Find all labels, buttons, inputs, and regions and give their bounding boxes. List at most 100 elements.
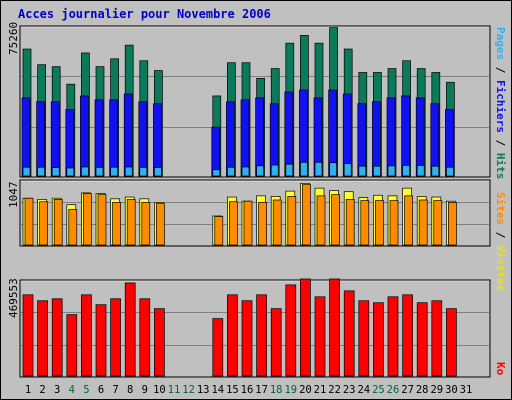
pages-bar-day-16	[241, 166, 250, 177]
fichiers-bar-day-16	[240, 99, 250, 177]
day-label-17: 17	[255, 384, 268, 396]
day-label-2: 2	[39, 384, 45, 396]
sites-bar-day-8	[126, 199, 136, 246]
day-label-5: 5	[83, 384, 89, 396]
pages-bar-day-14	[212, 169, 221, 177]
ko-bar-day-3	[51, 298, 63, 377]
ko-bar-day-25	[373, 302, 384, 377]
ko-bar-day-27	[402, 294, 413, 377]
legend-hits: Hits	[494, 153, 507, 180]
hits-files-pages-panel-border	[19, 25, 491, 178]
day-axis-labels: 1 2 3 4 5 6 7 8 9 10 11 12 13 14 15 16 17 18 19 20 21 22 23 24 2…	[25, 384, 472, 396]
sites-bar-day-19	[287, 196, 297, 246]
ko-bar-day-20	[300, 278, 311, 377]
pages-bar-day-6	[95, 167, 104, 177]
ko-bar-day-24	[358, 300, 370, 377]
pages-bar-day-17	[256, 165, 264, 177]
ko-bar-day-8	[124, 282, 136, 377]
ko-bar-day-23	[343, 290, 355, 377]
day-label-24: 24	[357, 384, 370, 396]
sites-bar-day-26	[389, 200, 399, 246]
fichiers-bar-day-8	[123, 93, 133, 177]
ko-bar-day-5	[81, 294, 92, 377]
ko-bar-day-9	[139, 298, 151, 377]
pages-bar-day-7	[110, 166, 118, 177]
sites-bar-day-4	[68, 209, 78, 246]
legend-sites: Sites	[494, 192, 507, 225]
sites-bar-day-22	[331, 194, 340, 246]
legend-pages: Pages	[494, 27, 507, 60]
legend-visits: Visites	[494, 245, 507, 291]
sites-visits-panel-border	[19, 179, 491, 247]
hits-panel-ymax: 75260	[7, 22, 20, 55]
ko-bar-day-15	[227, 294, 238, 377]
pages-bar-day-15	[227, 166, 235, 177]
pages-bar-day-26	[387, 165, 396, 177]
day-label-13: 13	[197, 384, 210, 396]
day-label-12: 12	[182, 384, 195, 396]
hits-files-pages-panel	[19, 25, 491, 178]
sites-bar-day-15	[229, 201, 238, 246]
sites-bar-day-30	[448, 202, 457, 246]
ko-bar-day-4	[66, 314, 78, 377]
kb-panel-border	[19, 279, 491, 378]
sites-visits-legend: Sites / Visites	[494, 192, 507, 291]
pages-bar-day-4	[66, 167, 75, 177]
day-label-27: 27	[401, 384, 414, 396]
ko-bar-day-21	[314, 296, 326, 377]
fichiers-bar-day-19	[284, 91, 294, 177]
ko-bar-day-16	[241, 300, 253, 377]
day-label-15: 15	[226, 384, 239, 396]
day-label-10: 10	[153, 384, 166, 396]
sites-bar-day-29	[433, 200, 443, 246]
chart-panels	[19, 25, 491, 378]
fichiers-bar-day-15	[226, 101, 235, 177]
sites-bar-day-20	[302, 184, 311, 246]
visits-panel-ymax: 1047	[7, 182, 20, 209]
day-label-30: 30	[445, 384, 458, 396]
ko-bar-day-29	[431, 300, 443, 377]
pages-bar-day-9	[139, 167, 148, 177]
sites-bar-day-28	[418, 199, 428, 246]
pages-bar-day-30	[446, 166, 454, 177]
sites-visits-panel	[19, 179, 491, 247]
pages-bar-day-21	[314, 161, 323, 177]
fichiers-bar-day-28	[415, 97, 425, 177]
ko-bar-day-7	[110, 298, 121, 377]
fichiers-bar-day-17	[255, 97, 264, 177]
fichiers-bar-day-1	[21, 97, 31, 177]
pages-bar-day-3	[51, 167, 60, 177]
fichiers-bar-day-6	[94, 99, 104, 177]
ko-bar-day-10	[154, 308, 165, 377]
pages-bar-day-20	[300, 161, 308, 177]
ko-bar-day-14	[212, 318, 224, 377]
pages-bar-day-19	[285, 163, 294, 177]
sites-bar-day-7	[112, 202, 121, 246]
day-label-31: 31	[460, 384, 473, 396]
fichiers-bar-day-2	[36, 101, 45, 177]
fichiers-bar-day-29	[430, 103, 440, 177]
day-label-1: 1	[25, 384, 31, 396]
fichiers-bar-day-10	[153, 103, 162, 177]
fichiers-bar-day-14	[211, 126, 221, 177]
kb-legend: Ko	[494, 362, 507, 376]
day-label-19: 19	[284, 384, 297, 396]
pages-bar-day-18	[270, 164, 279, 177]
sites-bar-day-3	[53, 199, 63, 246]
fichiers-bar-day-30	[445, 109, 454, 177]
pages-bar-day-8	[124, 166, 133, 177]
pages-bar-day-22	[329, 162, 337, 177]
ko-bar-day-6	[95, 304, 107, 377]
pages-bar-day-1	[22, 166, 31, 177]
pages-bar-day-27	[402, 165, 410, 177]
sites-bar-day-16	[243, 200, 253, 246]
day-label-3: 3	[54, 384, 60, 396]
day-label-7: 7	[112, 384, 118, 396]
day-label-4: 4	[69, 384, 75, 396]
pages-bar-day-23	[343, 163, 352, 177]
sites-bar-day-25	[375, 200, 384, 246]
legend-kb: Ko	[494, 362, 507, 376]
pages-bar-day-2	[37, 166, 45, 177]
kb-panel	[19, 278, 491, 378]
